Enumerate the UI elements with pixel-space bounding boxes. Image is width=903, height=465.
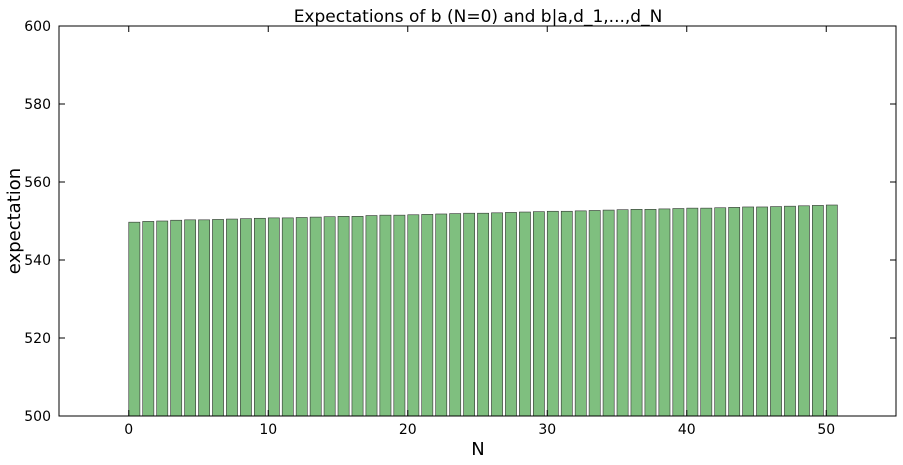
y-tick-label: 500	[24, 409, 51, 425]
bar-n-3	[170, 219, 183, 417]
bar-n-36	[630, 209, 643, 417]
bar-n-34	[602, 209, 615, 417]
bar-n-14	[323, 216, 336, 417]
bar-n-46	[770, 206, 782, 417]
x-tick-label: 0	[124, 422, 133, 438]
x-tick-label: 50	[817, 422, 835, 438]
y-tick-label: 580	[24, 97, 51, 113]
y-axis-title: expectation	[4, 168, 25, 274]
x-tick-label: 40	[678, 422, 696, 438]
y-tick-label: 600	[24, 19, 51, 35]
bar-n-48	[798, 205, 810, 417]
bar-n-26	[491, 212, 503, 417]
bar-n-9	[254, 217, 266, 417]
bar-n-11	[281, 217, 294, 417]
bar-n-32	[574, 210, 587, 417]
bar-n-19	[393, 214, 406, 417]
bar-n-17	[365, 215, 378, 417]
bar-n-1	[142, 221, 155, 417]
bar-n-10	[267, 217, 280, 417]
x-tick-label: 20	[399, 422, 417, 438]
bar-n-21	[421, 214, 434, 417]
bar-n-24	[463, 212, 476, 417]
bar-n-2	[156, 220, 169, 417]
bar-n-41	[700, 207, 713, 417]
bar-n-33	[588, 210, 601, 417]
bar-n-4	[184, 219, 197, 417]
bar-n-45	[756, 206, 768, 417]
bar-n-49	[811, 205, 824, 417]
bar-n-42	[714, 207, 727, 417]
ticks-layer: 0 10 20 30 40 50 500 520 540 560 580 600	[24, 19, 896, 438]
bar-n-31	[560, 210, 573, 417]
bar-n-38	[658, 208, 671, 417]
bar-n-8	[240, 218, 252, 417]
bar-n-13	[309, 216, 322, 417]
y-tick-label: 540	[24, 253, 51, 269]
bar-n-12	[295, 217, 308, 417]
bar-n-15	[337, 216, 350, 417]
bar-n-23	[449, 213, 462, 417]
bar-n-35	[616, 209, 629, 417]
bar-n-50	[825, 204, 838, 417]
plot-frame	[58, 25, 897, 417]
bar-n-44	[742, 206, 755, 417]
bar-n-40	[686, 207, 699, 417]
bar-n-37	[644, 209, 657, 417]
chart-title: Expectations of b (N=0) and b|a,d_1,...,…	[294, 7, 663, 27]
bar-n-27	[505, 212, 517, 417]
bar-n-6	[212, 219, 224, 417]
x-tick-label: 10	[259, 422, 277, 438]
bars-layer	[128, 204, 838, 417]
y-tick-label: 520	[24, 331, 51, 347]
bar-n-47	[784, 205, 796, 417]
bar-n-0	[128, 221, 141, 417]
bar-n-25	[477, 212, 489, 417]
x-tick-label: 30	[538, 422, 556, 438]
bar-n-5	[198, 219, 210, 417]
bar-n-39	[672, 208, 685, 417]
bar-n-43	[728, 207, 741, 417]
x-axis-title: N	[471, 439, 484, 460]
bar-n-20	[407, 214, 420, 417]
bar-n-22	[435, 213, 448, 417]
bar-n-28	[519, 211, 531, 417]
bar-n-18	[379, 214, 392, 417]
bar-n-16	[351, 216, 364, 417]
y-tick-label: 560	[24, 175, 51, 191]
bar-n-7	[226, 218, 238, 417]
bar-n-29	[532, 211, 545, 417]
bar-n-30	[546, 210, 559, 417]
